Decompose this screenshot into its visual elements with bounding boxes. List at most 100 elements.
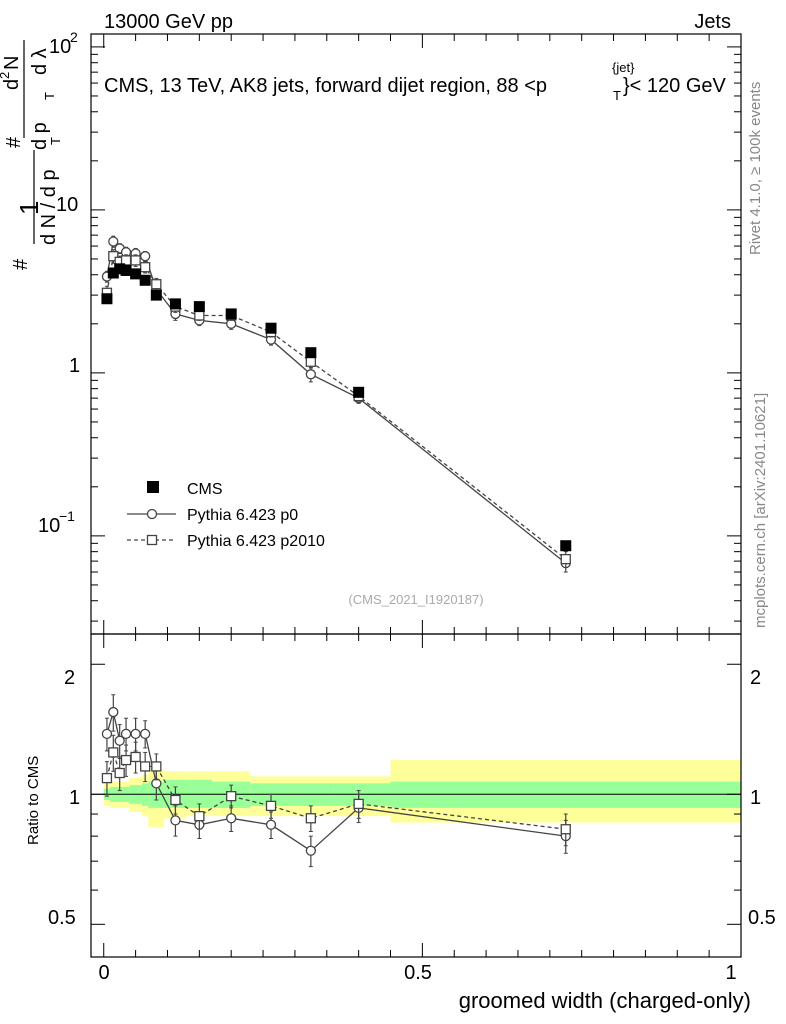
main-y-tick-labels: 10 2 10 1 10 −1 bbox=[38, 29, 80, 537]
x-axis-label: groomed width (charged-only) bbox=[459, 988, 751, 1013]
legend: CMS Pythia 6.423 p0 Pythia 6.423 p2010 bbox=[127, 481, 325, 550]
ylabel-part-dlambda: d λ bbox=[29, 48, 51, 75]
analysis-watermark: (CMS_2021_I1920187) bbox=[348, 592, 483, 607]
main-point-p2010 bbox=[130, 255, 141, 266]
ratio-point-p2010 bbox=[226, 791, 237, 802]
ratio-point-p0 bbox=[120, 728, 132, 740]
ytick-label-0.1-base: 10 bbox=[38, 515, 60, 537]
header-right: Jets bbox=[694, 11, 731, 33]
ratio-ytick-label-2-right: 2 bbox=[750, 667, 761, 689]
ratio-series-marks bbox=[101, 694, 571, 868]
ratio-y-label: Ratio to CMS bbox=[25, 756, 42, 845]
ylabel-part-d: d bbox=[1, 79, 23, 90]
main-point-cms bbox=[265, 322, 277, 334]
ylabel-part-2: 2 bbox=[0, 72, 12, 79]
ratio-ytick-label-1-left: 1 bbox=[69, 787, 80, 809]
main-point-p2010 bbox=[194, 310, 205, 321]
ratio-ytick-label-2-left: 2 bbox=[64, 667, 75, 689]
ratio-point-p0 bbox=[170, 815, 181, 826]
main-point-p0 bbox=[305, 369, 317, 380]
mcplots-label: mcplots.cern.ch [arXiv:2401.10621] bbox=[752, 393, 769, 628]
ratio-point-p0 bbox=[130, 728, 141, 740]
ratio-point-p2010 bbox=[194, 810, 205, 822]
ratio-point-p2010 bbox=[265, 800, 277, 812]
ylabel-part-hash2: # bbox=[3, 136, 25, 148]
ytick-label-100-base: 10 bbox=[49, 36, 71, 58]
title-end: }< 120 GeV bbox=[623, 75, 727, 97]
ylabel-part-n: N bbox=[1, 56, 23, 70]
ratio-point-p0 bbox=[140, 728, 151, 740]
main-series-marks bbox=[101, 235, 572, 573]
main-line-pythia-6-423-p0 bbox=[106, 240, 567, 564]
ratio-point-p2010 bbox=[170, 794, 181, 806]
ratio-ytick-label-0.5-right: 0.5 bbox=[748, 907, 776, 929]
ratio-point-p0 bbox=[265, 819, 277, 830]
legend-marker-p0 bbox=[146, 508, 158, 520]
rivet-label: Rivet 4.1.0, ≥ 100k events bbox=[747, 82, 764, 255]
ratio-point-p2010 bbox=[305, 813, 317, 824]
legend-label-p0: Pythia 6.423 p0 bbox=[187, 507, 298, 524]
ratio-point-p2010 bbox=[140, 761, 151, 772]
main-point-cms bbox=[305, 347, 317, 359]
ratio-point-p0 bbox=[101, 728, 113, 740]
ytick-label-1: 1 bbox=[69, 355, 80, 377]
main-series-lines bbox=[106, 240, 567, 564]
ratio-point-p2010 bbox=[108, 747, 119, 758]
main-point-p2010 bbox=[305, 356, 317, 367]
main-point-cms bbox=[139, 274, 151, 286]
ratio-point-p2010 bbox=[151, 761, 162, 772]
ylabel-part-t2: T bbox=[42, 92, 57, 100]
title-sup: {jet} bbox=[612, 60, 635, 75]
ratio-point-p0 bbox=[114, 735, 125, 746]
legend-label-p2010: Pythia 6.423 p2010 bbox=[187, 533, 325, 550]
ylabel-part-dndpt: d N / d p bbox=[38, 169, 60, 245]
ratio-point-p0 bbox=[108, 706, 119, 718]
main-axes bbox=[91, 34, 742, 634]
xtick-label-1: 1 bbox=[725, 962, 736, 984]
ratio-point-p2010 bbox=[130, 751, 141, 763]
ytick-label-10: 10 bbox=[56, 194, 78, 216]
ratio-point-p2010 bbox=[114, 767, 125, 779]
main-point-cms bbox=[101, 293, 113, 305]
main-point-cms bbox=[193, 301, 205, 313]
ratio-ytick-label-0.5-left: 0.5 bbox=[48, 907, 76, 929]
header-left: 13000 GeV pp bbox=[104, 11, 233, 33]
legend-marker-cms bbox=[147, 481, 159, 493]
main-point-cms bbox=[114, 263, 126, 275]
main-point-cms bbox=[560, 540, 572, 552]
ratio-ytick-label-1-right: 1 bbox=[750, 787, 761, 809]
xtick-label-0.5: 0.5 bbox=[404, 962, 432, 984]
title-main: CMS, 13 TeV, AK8 jets, forward dijet reg… bbox=[104, 75, 547, 97]
main-line-pythia-6-423-p2010 bbox=[106, 254, 567, 560]
main-point-cms bbox=[353, 386, 365, 398]
main-point-cms bbox=[130, 268, 142, 280]
ratio-point-p2010 bbox=[120, 754, 132, 766]
ylabel-part-dpt: d p bbox=[29, 122, 51, 150]
title-sub: T bbox=[613, 88, 621, 103]
ratio-panel: 2 1 0.5 2 1 0.5 Ratio to CMS 0 0.5 1 gro… bbox=[25, 633, 776, 1013]
main-point-p2010 bbox=[560, 553, 571, 565]
main-point-cms bbox=[169, 298, 181, 310]
main-point-p2010 bbox=[140, 262, 151, 273]
ratio-point-p0 bbox=[305, 845, 317, 856]
ratio-point-p2010 bbox=[560, 824, 571, 835]
xtick-label-0: 0 bbox=[98, 962, 109, 984]
main-point-p0 bbox=[140, 251, 151, 262]
ratio-point-p0 bbox=[226, 813, 237, 824]
main-point-cms bbox=[107, 267, 119, 279]
ytick-label-100-exp: 2 bbox=[70, 29, 78, 45]
main-point-cms bbox=[150, 289, 162, 301]
main-point-cms bbox=[120, 264, 132, 276]
ylabel-part-t1: T bbox=[48, 137, 63, 145]
ylabel-part-one: 1 bbox=[14, 201, 44, 215]
legend-marker-p2010 bbox=[146, 534, 158, 546]
main-point-p2010 bbox=[151, 279, 162, 290]
ytick-label-0.1-exp: −1 bbox=[59, 508, 75, 524]
main-panel: 10 2 10 1 10 −1 1 d N / d p T # d 2 N # … bbox=[0, 29, 742, 635]
ylabel-part-hash1: # bbox=[10, 258, 32, 270]
main-y-label: 1 d N / d p T # d 2 N # d p T d λ bbox=[0, 40, 63, 270]
main-point-cms bbox=[225, 308, 237, 320]
legend-label-cms: CMS bbox=[187, 481, 223, 498]
ratio-point-p2010 bbox=[101, 772, 113, 784]
